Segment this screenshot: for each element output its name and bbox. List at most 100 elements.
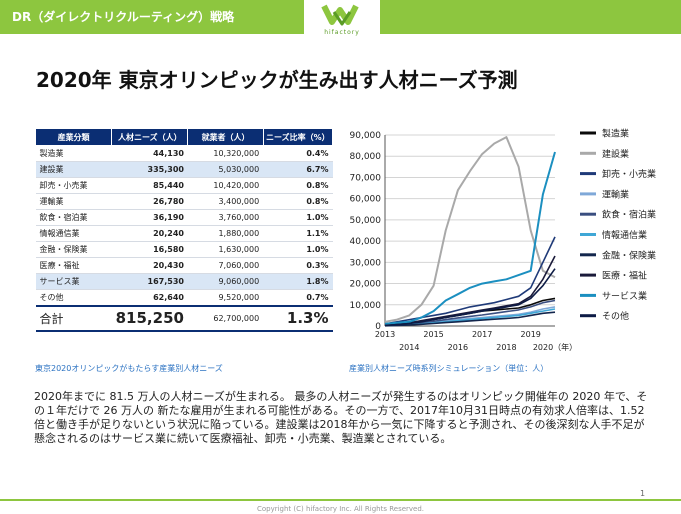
table-row: 製造業 44,130 10,320,000 0.4% bbox=[35, 145, 333, 162]
logo-text: hifactory bbox=[324, 29, 360, 36]
legend-label: 飲食・宿泊業 bbox=[602, 209, 656, 221]
total-ratio: 1.3% bbox=[263, 304, 333, 332]
cell-needs: 20,240 bbox=[111, 225, 188, 242]
header-category: 産業分類 bbox=[34, 128, 113, 146]
logo-mark-icon bbox=[321, 4, 359, 26]
cell-needs: 44,130 bbox=[111, 145, 188, 162]
cell-employed: 9,520,000 bbox=[187, 289, 264, 306]
table-row: 金融・保険業 16,580 1,630,000 1.0% bbox=[35, 241, 333, 258]
y-tick-label: 0 bbox=[375, 322, 381, 332]
cell-ratio: 0.3% bbox=[263, 257, 333, 274]
cell-employed: 1,880,000 bbox=[187, 225, 264, 242]
table-total-row: 合計 815,250 62,700,000 1.3% bbox=[35, 304, 333, 332]
x-tick-label: 2018 bbox=[496, 343, 516, 352]
x-tick-label: 2013 bbox=[375, 330, 395, 339]
cell-ratio: 0.8% bbox=[263, 177, 333, 194]
x-tick-label: 2016 bbox=[448, 343, 468, 352]
table-row: サービス業 167,530 9,060,000 1.8% bbox=[35, 273, 333, 290]
y-tick-label: 40,000 bbox=[350, 237, 382, 247]
cell-category: その他 bbox=[35, 289, 112, 306]
legend-label: 運輸業 bbox=[602, 188, 629, 200]
series-line-1 bbox=[384, 136, 556, 323]
section-title: DR（ダイレクトリクルーティング）戦略 bbox=[12, 10, 235, 24]
cell-employed: 1,630,000 bbox=[187, 241, 264, 258]
cell-category: 製造業 bbox=[35, 145, 112, 162]
cell-category: 運輸業 bbox=[35, 193, 112, 210]
cell-ratio: 1.1% bbox=[263, 225, 333, 242]
table-row: 情報通信業 20,240 1,880,000 1.1% bbox=[35, 225, 333, 242]
table-row: 卸売・小売業 85,440 10,420,000 0.8% bbox=[35, 177, 333, 194]
y-tick-label: 60,000 bbox=[350, 195, 382, 205]
cell-employed: 3,400,000 bbox=[187, 193, 264, 210]
legend-label: 製造業 bbox=[602, 128, 629, 140]
y-tick-label: 80,000 bbox=[350, 152, 382, 162]
y-tick-label: 30,000 bbox=[350, 258, 382, 268]
table-caption: 東京2020オリンピックがもたらす産業別人材ニーズ bbox=[35, 364, 223, 373]
legend-label: 医療・福祉 bbox=[602, 270, 647, 282]
y-tick-label: 20,000 bbox=[350, 280, 382, 290]
series-line-9 bbox=[384, 268, 556, 327]
table-header-row: 産業分類 人材ニーズ（人） 就業者（人） ニーズ比率（%） bbox=[34, 128, 334, 146]
cell-needs: 20,430 bbox=[111, 257, 188, 274]
cell-employed: 5,030,000 bbox=[187, 161, 264, 178]
cell-needs: 62,640 bbox=[111, 289, 188, 306]
footer-divider bbox=[0, 499, 681, 501]
needs-line-chart: 0 10,000 20,000 30,000 40,000 50,000 60,000 70,… bbox=[350, 128, 657, 353]
total-label: 合計 bbox=[35, 304, 112, 332]
page-title: 2020年 東京オリンピックが生み出す人材ニーズ予測 bbox=[36, 68, 518, 92]
y-tick-label: 50,000 bbox=[350, 216, 382, 226]
cell-ratio: 6.7% bbox=[263, 161, 333, 178]
x-tick-label: 2020（年） bbox=[533, 342, 577, 352]
table-row: 飲食・宿泊業 36,190 3,760,000 1.0% bbox=[35, 209, 333, 226]
cell-employed: 7,060,000 bbox=[187, 257, 264, 274]
cell-category: 飲食・宿泊業 bbox=[35, 209, 112, 226]
cell-category: 金融・保険業 bbox=[35, 241, 112, 258]
cell-category: 建設業 bbox=[35, 161, 112, 178]
cell-employed: 10,420,000 bbox=[187, 177, 264, 194]
cell-needs: 16,580 bbox=[111, 241, 188, 258]
cell-ratio: 0.4% bbox=[263, 145, 333, 162]
cell-category: 卸売・小売業 bbox=[35, 177, 112, 194]
series-line-7 bbox=[384, 255, 556, 326]
industry-needs-table: 産業分類 人材ニーズ（人） 就業者（人） ニーズ比率（%） 製造業 44,130 1… bbox=[34, 128, 334, 332]
y-tick-label: 90,000 bbox=[350, 131, 382, 141]
legend-label: 情報通信業 bbox=[602, 229, 647, 241]
total-employed: 62,700,000 bbox=[187, 304, 264, 332]
header-needs: 人材ニーズ（人） bbox=[111, 128, 189, 146]
total-needs: 815,250 bbox=[111, 304, 188, 332]
table-row: 建設業 335,300 5,030,000 6.7% bbox=[35, 161, 333, 178]
cell-needs: 36,190 bbox=[111, 209, 188, 226]
x-tick-label: 2019 bbox=[521, 330, 541, 339]
cell-employed: 3,760,000 bbox=[187, 209, 264, 226]
y-tick-label: 70,000 bbox=[350, 173, 382, 183]
cell-needs: 335,300 bbox=[111, 161, 188, 178]
table-row: 医療・福祉 20,430 7,060,000 0.3% bbox=[35, 257, 333, 274]
table-row: 運輸業 26,780 3,400,000 0.8% bbox=[35, 193, 333, 210]
body-paragraph: 2020年までに 81.5 万人の人材ニーズが生まれる。 最多の人材ニーズが発生… bbox=[34, 390, 648, 445]
cell-category: 情報通信業 bbox=[35, 225, 112, 242]
header-employed: 就業者（人） bbox=[187, 128, 264, 146]
cell-needs: 26,780 bbox=[111, 193, 188, 210]
cell-needs: 85,440 bbox=[111, 177, 188, 194]
page-number: 1 bbox=[640, 489, 646, 498]
legend-label: 建設業 bbox=[602, 148, 629, 160]
x-tick-label: 2017 bbox=[472, 330, 492, 339]
legend-label: その他 bbox=[602, 310, 629, 322]
cell-ratio: 1.8% bbox=[263, 273, 333, 290]
x-tick-label: 2014 bbox=[399, 343, 419, 352]
x-tick-label: 2015 bbox=[423, 330, 443, 339]
cell-ratio: 1.0% bbox=[263, 241, 333, 258]
cell-ratio: 1.0% bbox=[263, 209, 333, 226]
company-logo: hifactory bbox=[304, 0, 380, 40]
cell-ratio: 0.8% bbox=[263, 193, 333, 210]
cell-category: サービス業 bbox=[35, 273, 112, 290]
legend-label: 金融・保険業 bbox=[602, 249, 656, 261]
cell-ratio: 0.7% bbox=[263, 289, 333, 306]
series-line-6 bbox=[384, 311, 556, 327]
header-ratio: ニーズ比率（%） bbox=[262, 128, 334, 146]
cell-needs: 167,530 bbox=[111, 273, 188, 290]
cell-category: 医療・福祉 bbox=[35, 257, 112, 274]
legend-label: サービス業 bbox=[602, 290, 647, 302]
cell-employed: 9,060,000 bbox=[187, 273, 264, 290]
y-tick-label: 10,000 bbox=[350, 301, 382, 311]
